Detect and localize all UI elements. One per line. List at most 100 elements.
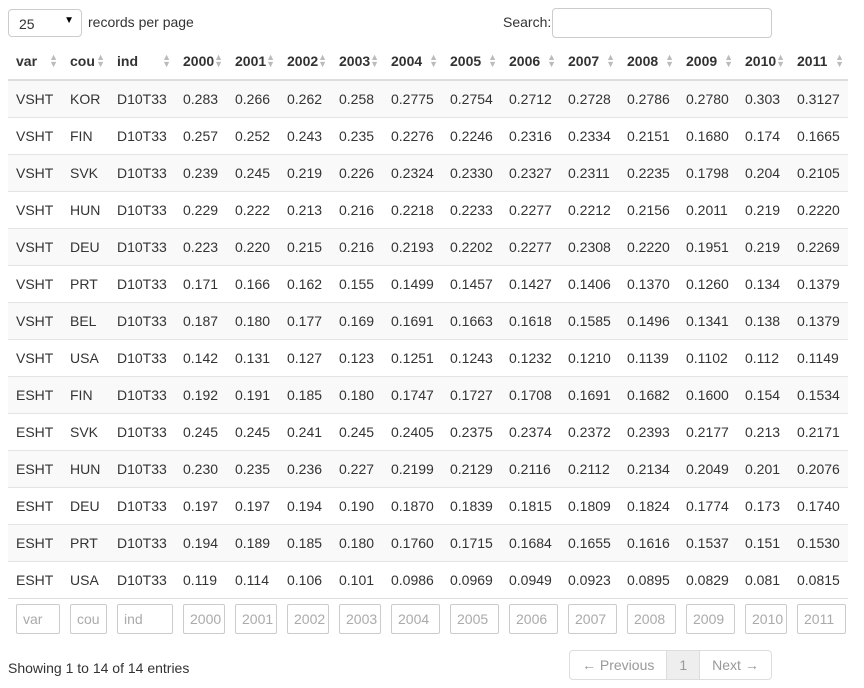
table-cell: 0.2276 bbox=[383, 117, 442, 155]
column-header-2004[interactable]: 2004 ▲ ▼ bbox=[383, 43, 442, 81]
table-cell: 0.2151 bbox=[619, 117, 678, 155]
column-header-2007[interactable]: 2007 ▲ ▼ bbox=[560, 43, 619, 81]
table-cell: 0.2076 bbox=[789, 450, 848, 488]
column-header-2002[interactable]: 2002 ▲ ▼ bbox=[279, 43, 331, 81]
table-cell: 0.2728 bbox=[560, 79, 619, 118]
column-filter-input[interactable]: 2008 bbox=[627, 604, 676, 634]
column-header-label: 2002 bbox=[287, 53, 319, 69]
filter-cell: 2004 bbox=[383, 598, 442, 639]
column-header-var[interactable]: var ▲ ▼ bbox=[8, 43, 62, 81]
table-cell: 0.216 bbox=[331, 228, 383, 266]
table-cell: 0.1774 bbox=[678, 487, 737, 525]
page-1-button[interactable]: 1 bbox=[667, 650, 700, 680]
column-filter-input[interactable]: 2003 bbox=[339, 604, 381, 634]
table-cell: ESHT bbox=[8, 561, 62, 599]
table-row: VSHT DEU D10T33 0.223 0.220 0.215 0.216 0.2193 0… bbox=[8, 228, 848, 266]
sort-icon: ▲ ▼ bbox=[214, 52, 223, 69]
column-header-2005[interactable]: 2005 ▲ ▼ bbox=[442, 43, 501, 81]
table-row: VSHT USA D10T33 0.142 0.131 0.127 0.123 0.1251 0… bbox=[8, 339, 848, 377]
search-input[interactable] bbox=[552, 8, 772, 38]
table-cell: 0.216 bbox=[331, 191, 383, 229]
column-filter-input[interactable]: 2001 bbox=[235, 604, 277, 634]
table-cell: 0.2116 bbox=[501, 450, 560, 488]
column-header-label: ind bbox=[117, 53, 138, 69]
filter-cell: 2001 bbox=[227, 598, 279, 639]
table-cell: 0.1427 bbox=[501, 265, 560, 303]
table-cell: 0.2233 bbox=[442, 191, 501, 229]
table-cell: 0.236 bbox=[279, 450, 331, 488]
table-toolbar: 25 ▼ records per page Search: bbox=[8, 8, 856, 38]
table-cell: VSHT bbox=[8, 339, 62, 377]
column-filter-input[interactable]: 2009 bbox=[686, 604, 735, 634]
table-cell: USA bbox=[62, 339, 109, 377]
table-cell: 0.191 bbox=[227, 376, 279, 414]
filter-cell: 2006 bbox=[501, 598, 560, 639]
column-header-label: 2005 bbox=[450, 53, 482, 69]
sort-icon: ▲ ▼ bbox=[429, 52, 438, 69]
previous-page-button[interactable]: ← Previous bbox=[569, 650, 668, 680]
table-cell: 0.2330 bbox=[442, 154, 501, 192]
column-header-2009[interactable]: 2009 ▲ ▼ bbox=[678, 43, 737, 81]
table-cell: 0.2011 bbox=[678, 191, 737, 229]
column-filter-input[interactable]: ind bbox=[117, 604, 173, 634]
table-cell: 0.1684 bbox=[501, 524, 560, 562]
table-cell: 0.219 bbox=[279, 154, 331, 192]
table-cell: 0.197 bbox=[175, 487, 227, 525]
table-cell: 0.1370 bbox=[619, 265, 678, 303]
sort-icon: ▲ ▼ bbox=[318, 52, 327, 69]
table-cell: 0.127 bbox=[279, 339, 331, 377]
column-header-label: 2001 bbox=[235, 53, 267, 69]
table-cell: 0.1379 bbox=[789, 302, 848, 340]
column-header-cou[interactable]: cou ▲ ▼ bbox=[62, 43, 109, 81]
table-cell: VSHT bbox=[8, 228, 62, 266]
table-cell: 0.219 bbox=[737, 228, 789, 266]
table-cell: 0.257 bbox=[175, 117, 227, 155]
column-filter-input[interactable]: 2000 bbox=[183, 604, 225, 634]
table-cell: 0.2327 bbox=[501, 154, 560, 192]
table-cell: 0.229 bbox=[175, 191, 227, 229]
column-header-2011[interactable]: 2011 ▲ ▼ bbox=[789, 43, 848, 81]
table-cell: 0.174 bbox=[737, 117, 789, 155]
column-filter-input[interactable]: cou bbox=[70, 604, 107, 634]
column-filter-input[interactable]: 2010 bbox=[745, 604, 787, 634]
next-page-button[interactable]: Next → bbox=[699, 650, 772, 680]
table-cell: 0.190 bbox=[331, 487, 383, 525]
column-header-label: 2008 bbox=[627, 53, 659, 69]
table-cell: 0.173 bbox=[737, 487, 789, 525]
table-cell: D10T33 bbox=[109, 376, 175, 414]
column-filter-input[interactable]: 2006 bbox=[509, 604, 558, 634]
table-cell: 0.166 bbox=[227, 265, 279, 303]
table-cell: 0.2374 bbox=[501, 413, 560, 451]
table-cell: 0.2246 bbox=[442, 117, 501, 155]
filter-cell: ind bbox=[109, 598, 175, 639]
column-header-2006[interactable]: 2006 ▲ ▼ bbox=[501, 43, 560, 81]
column-filter-input[interactable]: 2005 bbox=[450, 604, 499, 634]
column-header-2001[interactable]: 2001 ▲ ▼ bbox=[227, 43, 279, 81]
column-header-2000[interactable]: 2000 ▲ ▼ bbox=[175, 43, 227, 81]
search-label: Search: bbox=[503, 14, 552, 30]
table-cell: 0.138 bbox=[737, 302, 789, 340]
filter-cell: 2010 bbox=[737, 598, 789, 639]
table-cell: 0.2220 bbox=[789, 191, 848, 229]
column-header-2010[interactable]: 2010 ▲ ▼ bbox=[737, 43, 789, 81]
filter-row: var cou ind 2000 2001 2002 2003 2004 2005 2006 200… bbox=[8, 598, 848, 639]
table-row: VSHT PRT D10T33 0.171 0.166 0.162 0.155 0.1499 0… bbox=[8, 265, 848, 303]
column-header-2008[interactable]: 2008 ▲ ▼ bbox=[619, 43, 678, 81]
column-filter-input[interactable]: 2002 bbox=[287, 604, 329, 634]
table-cell: 0.1496 bbox=[619, 302, 678, 340]
column-header-2003[interactable]: 2003 ▲ ▼ bbox=[331, 43, 383, 81]
table-cell: 0.227 bbox=[331, 450, 383, 488]
table-cell: 0.245 bbox=[227, 413, 279, 451]
table-cell: 0.2308 bbox=[560, 228, 619, 266]
column-filter-input[interactable]: 2007 bbox=[568, 604, 617, 634]
table-cell: 0.213 bbox=[279, 191, 331, 229]
column-filter-input[interactable]: 2011 bbox=[797, 604, 846, 634]
column-filter-input[interactable]: 2004 bbox=[391, 604, 440, 634]
table-cell: 0.1663 bbox=[442, 302, 501, 340]
table-cell: D10T33 bbox=[109, 524, 175, 562]
column-filter-input[interactable]: var bbox=[16, 604, 60, 634]
table-cell: 0.2277 bbox=[501, 191, 560, 229]
column-header-ind[interactable]: ind ▲ ▼ bbox=[109, 43, 175, 81]
table-row: ESHT FIN D10T33 0.192 0.191 0.185 0.180 0.1747 0… bbox=[8, 376, 848, 414]
records-per-page-select[interactable]: 25 ▼ bbox=[8, 9, 82, 37]
